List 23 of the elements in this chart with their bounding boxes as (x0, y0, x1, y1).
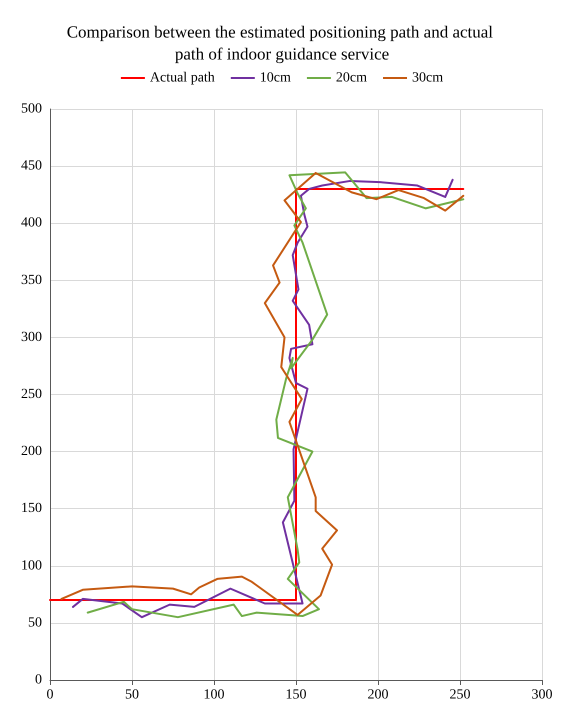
y-tick-label: 0 (35, 672, 42, 688)
legend-label: 30cm (412, 70, 444, 86)
y-tick-label: 300 (21, 330, 42, 345)
x-tick-label: 200 (368, 688, 388, 702)
y-tick-label: 150 (21, 501, 42, 516)
y-tick-label: 350 (21, 272, 42, 288)
legend-label: 10cm (260, 70, 292, 86)
y-tick-label: 250 (21, 387, 42, 402)
chart-title: Comparison between the estimated positioning path and actual path of indoor guidance service (66, 22, 498, 64)
y-tick-label: 200 (21, 444, 42, 460)
x-tick-label: 50 (125, 688, 139, 702)
y-tick-label: 450 (21, 158, 42, 174)
x-tick-label: 250 (450, 688, 470, 702)
legend-label: 20cm (336, 70, 368, 86)
x-tick-label: 0 (46, 688, 54, 702)
x-tick-label: 300 (532, 688, 552, 702)
legend-label: Actual path (150, 70, 215, 86)
x-tick-label: 100 (204, 688, 224, 702)
x-tick-label: 150 (286, 688, 306, 702)
y-tick-label: 100 (21, 558, 42, 574)
y-tick-label: 50 (28, 615, 42, 630)
y-tick-label: 400 (21, 216, 42, 231)
y-tick-label: 500 (21, 102, 42, 116)
